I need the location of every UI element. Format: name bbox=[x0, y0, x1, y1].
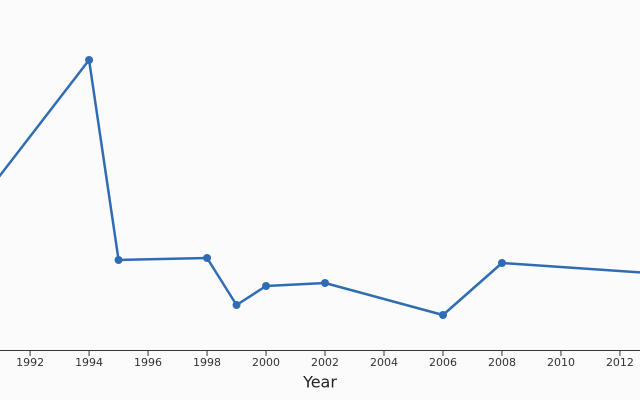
x-tick-label: 2004 bbox=[370, 356, 398, 369]
data-point bbox=[232, 301, 241, 309]
x-axis-label: Year bbox=[302, 373, 337, 392]
plot-area bbox=[0, 56, 640, 319]
x-tick-label: 2010 bbox=[547, 356, 575, 369]
x-tick-label: 2006 bbox=[429, 356, 457, 369]
x-tick-label: 1992 bbox=[16, 356, 44, 369]
data-point bbox=[85, 56, 94, 64]
x-tick-label: 2008 bbox=[488, 356, 516, 369]
x-tick-label: 1994 bbox=[75, 356, 103, 369]
data-point bbox=[321, 279, 330, 287]
data-line bbox=[0, 58, 640, 317]
x-tick-label: 2002 bbox=[311, 356, 339, 369]
x-tick-label: 2012 bbox=[606, 356, 634, 369]
data-point bbox=[114, 256, 123, 264]
x-tick-label: 1998 bbox=[193, 356, 221, 369]
x-tick-label: 2000 bbox=[252, 356, 280, 369]
data-point bbox=[262, 282, 271, 290]
x-tick-label: 1996 bbox=[134, 356, 162, 369]
data-point bbox=[203, 254, 212, 262]
data-point bbox=[497, 259, 506, 267]
data-point bbox=[438, 311, 447, 319]
